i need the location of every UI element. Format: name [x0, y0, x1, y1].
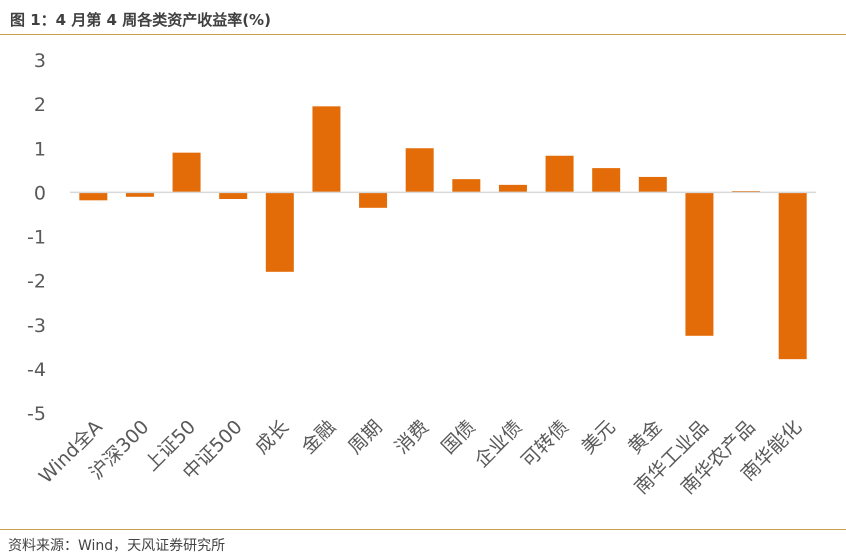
bar: [778, 192, 807, 360]
category-label: 可转债: [517, 416, 573, 472]
source-note: 资料来源：Wind，天风证券研究所: [8, 538, 226, 554]
bar: [359, 192, 388, 208]
y-tick-label: 2: [34, 94, 46, 116]
y-tick-label: -5: [27, 403, 46, 425]
bar: [498, 184, 527, 193]
y-tick-label: -2: [27, 271, 46, 293]
category-label: 美元: [577, 416, 619, 458]
y-tick-label: -3: [27, 315, 46, 337]
category-label: 成长: [251, 416, 293, 458]
bars: [79, 106, 807, 360]
bar-chart: 3 2 1 0 -1 -2 -3 -4 -5 Wind全A沪深300上证50中证500 成长 金融周…: [27, 50, 816, 499]
top-rule: [0, 34, 846, 35]
bar: [125, 192, 154, 197]
category-label: 金融: [298, 416, 340, 458]
bar: [592, 168, 621, 193]
bar: [265, 192, 294, 272]
bar: [545, 155, 574, 193]
y-axis-ticks: 3 2 1 0 -1 -2 -3 -4 -5: [27, 50, 46, 425]
bar: [452, 179, 481, 193]
bar: [312, 106, 341, 193]
y-tick-label: -1: [27, 227, 46, 249]
category-label: 企业债: [471, 416, 527, 472]
bar: [172, 152, 201, 193]
bar: [219, 192, 248, 199]
bar: [405, 148, 434, 193]
y-tick-label: 0: [34, 182, 46, 204]
chart-title: 图 1：4 月第 4 周各类资产收益率(%): [10, 11, 271, 29]
bottom-rule: [0, 529, 846, 530]
bar: [685, 192, 714, 336]
y-tick-label: -4: [27, 359, 46, 381]
bar: [79, 192, 108, 201]
y-tick-label: 3: [34, 50, 46, 72]
category-label: 周期: [344, 416, 386, 458]
category-label: 消费: [391, 416, 433, 458]
y-tick-label: 1: [34, 138, 46, 160]
bar: [638, 176, 667, 193]
